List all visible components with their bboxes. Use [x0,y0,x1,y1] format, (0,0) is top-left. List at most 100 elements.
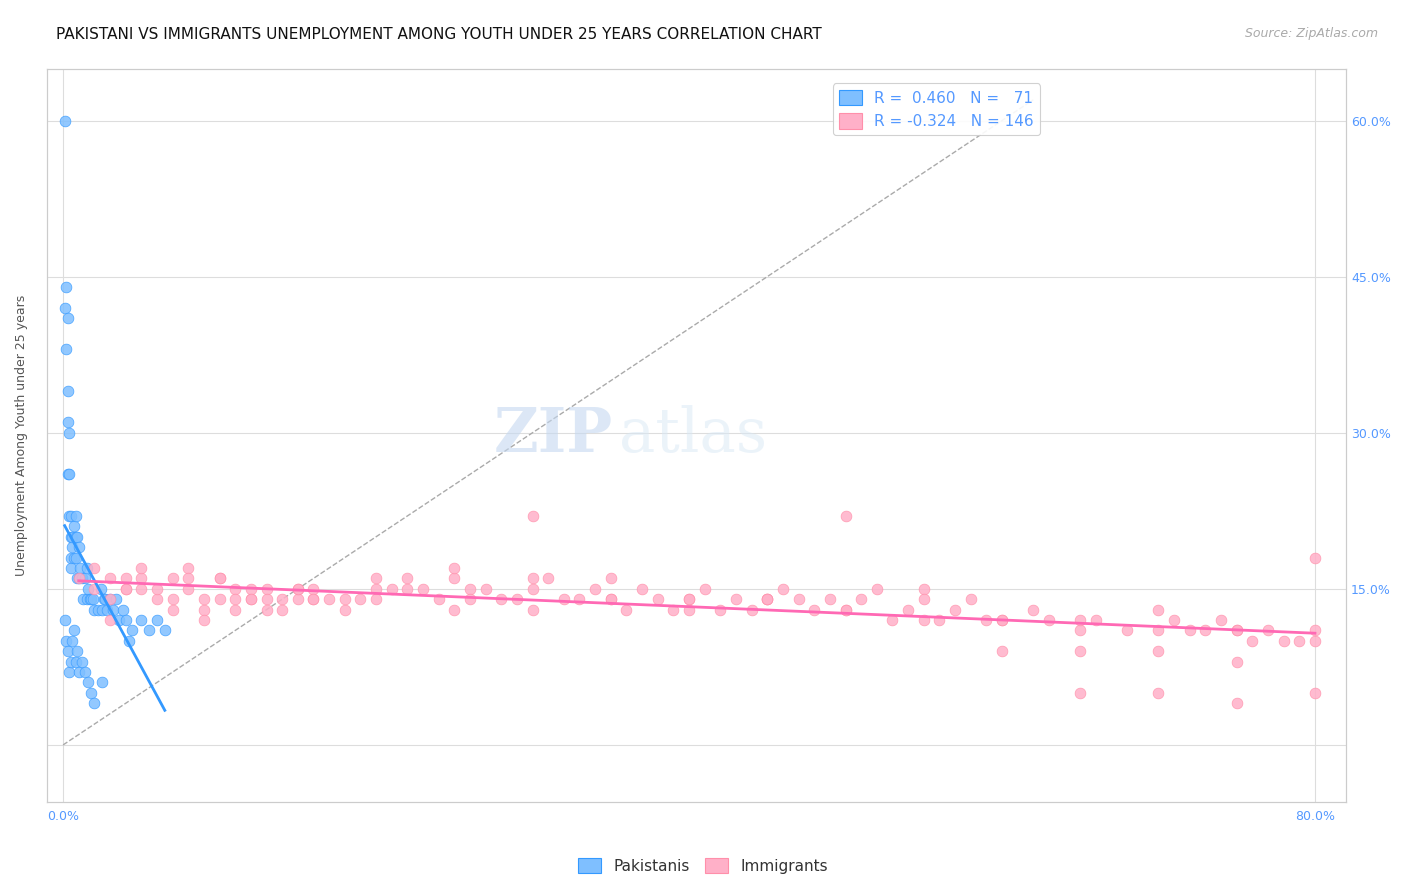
Point [912,582,935,596]
Point [1147,644,1170,658]
Point [98,592,121,607]
Point [131,613,153,627]
Point [302,582,325,596]
Point [287,582,309,596]
Point [522,582,544,596]
Point [114,582,136,596]
Point [193,602,215,616]
Point [83,561,105,575]
Point [1226,624,1249,638]
Point [427,592,450,607]
Point [959,592,981,607]
Point [90,582,112,596]
Point [65,550,87,565]
Point [1178,624,1201,638]
Point [1038,613,1060,627]
Point [65,655,87,669]
Point [86,602,108,616]
Point [318,592,340,607]
Point [1226,696,1249,710]
Point [991,613,1014,627]
Y-axis label: Unemployment Among Youth under 25 years: Unemployment Among Youth under 25 years [15,294,28,576]
Point [631,582,654,596]
Point [443,571,465,585]
Point [662,602,685,616]
Point [224,602,246,616]
Point [63,624,86,638]
Point [73,571,96,585]
Point [93,592,115,607]
Point [58,425,80,440]
Point [256,582,278,596]
Point [1226,655,1249,669]
Point [70,571,93,585]
Point [67,665,90,679]
Point [53,113,76,128]
Point [991,613,1014,627]
Point [1194,624,1216,638]
Point [897,602,920,616]
Point [55,280,77,294]
Point [583,582,606,596]
Point [1022,602,1045,616]
Point [118,633,141,648]
Point [69,561,91,575]
Point [59,550,82,565]
Point [491,592,513,607]
Point [105,592,128,607]
Point [66,644,89,658]
Point [458,582,481,596]
Point [1147,624,1170,638]
Point [271,592,294,607]
Point [53,301,76,315]
Point [678,592,700,607]
Point [256,602,278,616]
Point [522,602,544,616]
Point [162,602,184,616]
Point [256,592,278,607]
Point [412,582,434,596]
Point [82,592,104,607]
Point [1272,633,1295,648]
Text: atlas: atlas [619,405,768,466]
Point [1303,633,1326,648]
Point [63,550,86,565]
Point [803,602,825,616]
Point [98,592,121,607]
Point [741,602,763,616]
Point [678,602,700,616]
Point [287,582,309,596]
Point [458,592,481,607]
Point [62,540,84,554]
Point [599,592,621,607]
Point [976,613,998,627]
Point [121,624,143,638]
Point [1209,613,1232,627]
Point [772,582,794,596]
Text: PAKISTANI VS IMMIGRANTS UNEMPLOYMENT AMONG YOUTH UNDER 25 YEARS CORRELATION CHAR: PAKISTANI VS IMMIGRANTS UNEMPLOYMENT AMO… [56,27,823,42]
Point [239,582,262,596]
Point [724,592,747,607]
Point [364,592,387,607]
Point [302,592,325,607]
Point [56,311,79,326]
Point [912,592,935,607]
Point [79,592,101,607]
Point [537,571,560,585]
Point [62,633,84,648]
Point [91,602,114,616]
Point [77,582,100,596]
Point [553,592,575,607]
Point [1084,613,1107,627]
Point [239,592,262,607]
Point [678,592,700,607]
Point [114,571,136,585]
Point [208,571,231,585]
Point [709,602,731,616]
Point [58,508,80,523]
Point [224,582,246,596]
Point [928,613,950,627]
Point [73,665,96,679]
Point [364,571,387,585]
Point [849,592,872,607]
